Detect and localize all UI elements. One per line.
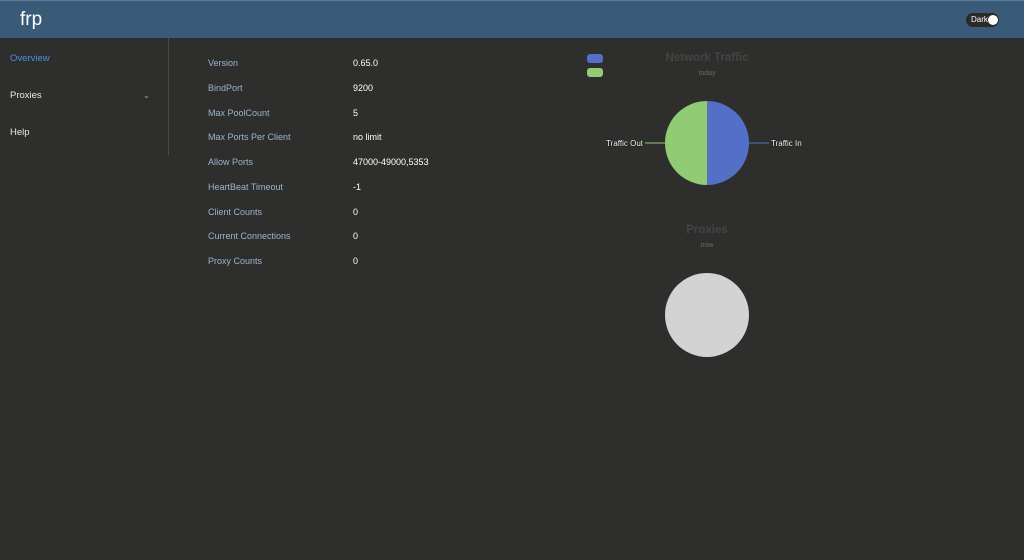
info-key: HeartBeat Timeout bbox=[208, 182, 284, 192]
info-key: Client Counts bbox=[208, 207, 263, 217]
info-value: 47000-49000,5353 bbox=[353, 157, 429, 167]
pie-label: Traffic Out bbox=[606, 139, 644, 148]
top-bar: frp Dark bbox=[0, 0, 1024, 38]
dark-mode-label: Dark bbox=[971, 15, 988, 24]
info-row: Proxy Counts 0 bbox=[208, 256, 508, 272]
chart-title: Proxies bbox=[686, 224, 728, 236]
legend-swatch-traffic-out[interactable] bbox=[587, 68, 603, 77]
info-key: Max Ports Per Client bbox=[208, 132, 291, 142]
proxies-pie-svg bbox=[665, 273, 749, 357]
info-key: Proxy Counts bbox=[208, 256, 263, 266]
toggle-knob bbox=[988, 15, 998, 25]
info-row: BindPort 9200 bbox=[208, 83, 508, 99]
empty-pie-placeholder bbox=[665, 273, 749, 357]
chart-title: Network Traffic bbox=[665, 52, 749, 64]
pie-slice-traffic-in[interactable] bbox=[707, 101, 749, 185]
info-row: Allow Ports 47000-49000,5353 bbox=[208, 157, 508, 173]
legend-swatch-traffic-in[interactable] bbox=[587, 54, 603, 63]
dark-mode-toggle[interactable]: Dark bbox=[966, 13, 999, 27]
info-key: Max PoolCount bbox=[208, 108, 270, 118]
info-value: 0.65.0 bbox=[353, 58, 379, 68]
info-key: Version bbox=[208, 58, 239, 68]
info-row: HeartBeat Timeout -1 bbox=[208, 182, 508, 198]
info-key: Allow Ports bbox=[208, 157, 254, 167]
info-row: Max PoolCount 5 bbox=[208, 108, 508, 124]
info-row: Max Ports Per Client no limit bbox=[208, 132, 508, 148]
info-value: -1 bbox=[353, 182, 362, 192]
chart-subtitle: today bbox=[698, 70, 716, 77]
sidebar-item-label: Proxies bbox=[10, 90, 42, 101]
info-row: Version 0.65.0 bbox=[208, 58, 508, 74]
info-value: 5 bbox=[353, 108, 359, 118]
sidebar-item-help[interactable]: Help bbox=[0, 115, 168, 151]
pie-label: Traffic In bbox=[771, 139, 802, 148]
pie-slice-traffic-out[interactable] bbox=[665, 101, 707, 185]
chart-subtitle: now bbox=[700, 242, 714, 249]
chevron-down-icon: ⌄ bbox=[143, 91, 150, 100]
info-value: no limit bbox=[353, 132, 382, 142]
sidebar: Overview Proxies ⌄ Help bbox=[0, 38, 169, 155]
info-value: 0 bbox=[353, 256, 359, 266]
sidebar-item-label: Help bbox=[10, 127, 30, 138]
sidebar-item-label: Overview bbox=[10, 53, 50, 64]
info-row: Client Counts 0 bbox=[208, 207, 508, 223]
sidebar-item-proxies[interactable]: Proxies ⌄ bbox=[0, 78, 168, 114]
info-key: BindPort bbox=[208, 83, 243, 93]
info-value: 9200 bbox=[353, 83, 374, 93]
info-value: 0 bbox=[353, 231, 359, 241]
info-row: Current Connections 0 bbox=[208, 231, 508, 247]
app-brand[interactable]: frp bbox=[20, 9, 43, 30]
info-value: 0 bbox=[353, 207, 359, 217]
info-key: Current Connections bbox=[208, 231, 291, 241]
traffic-pie-svg: Traffic In Traffic Out bbox=[606, 101, 802, 185]
sidebar-item-overview[interactable]: Overview bbox=[0, 41, 168, 77]
